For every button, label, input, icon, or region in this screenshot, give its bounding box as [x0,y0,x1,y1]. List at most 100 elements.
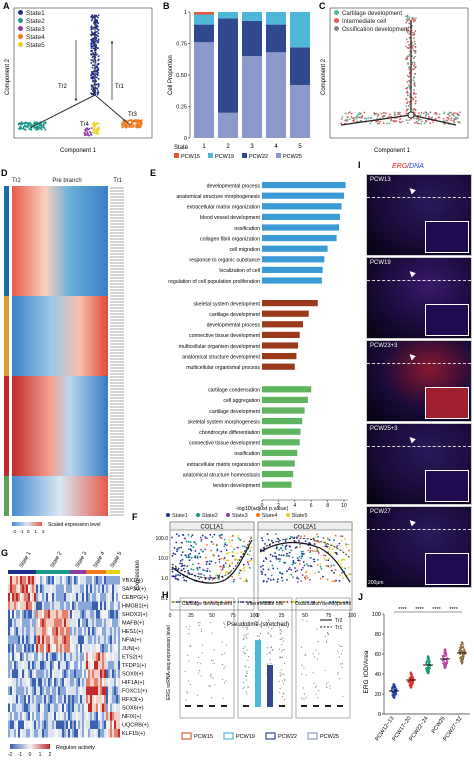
g-cell [68,661,70,670]
c-point [353,116,356,119]
f-point [187,540,190,543]
h-point [224,652,226,654]
g-cell [48,601,50,610]
g-cell [110,712,112,721]
g-cell [50,610,52,619]
g-cell [10,576,12,585]
g-cell [116,635,118,644]
f-point [220,550,223,553]
f-point [262,560,265,563]
g-cell [92,618,94,627]
j-point [391,694,394,697]
h-violin-plots: ERG scRNA-seq expression level Cartilage… [166,597,352,740]
g-cell [40,635,42,644]
f-point [297,534,300,537]
g-cell [96,627,98,636]
g-cell [42,686,44,695]
g-cell [8,652,10,661]
g-cell [82,729,84,738]
a-point [97,55,100,58]
g-cell [84,618,86,627]
c-point [414,55,416,58]
g-cell [30,703,32,712]
j-point [425,670,428,673]
f-point [214,561,217,564]
g-cell [104,652,106,661]
f-point [280,576,283,579]
g-cell [34,661,36,670]
g-cell [94,584,96,593]
f-point [340,539,343,542]
g-cell [116,627,118,636]
h-point [283,698,285,701]
g-cell [34,576,36,585]
g-cell [118,576,120,585]
panel-j-label: J [358,592,364,602]
g-cell [14,669,16,678]
c-point [388,113,391,116]
arrowhead-icon: ▲ [404,349,420,364]
g-cell [36,584,38,593]
g-cell [38,720,40,729]
j-point [445,654,448,657]
h-point [255,621,257,623]
g-cell [10,703,12,712]
h-point [284,680,286,682]
g-cell [30,627,32,636]
panel-b: B Cell Proportion State 0 0.25 0.50 0.75 1 1 2… [160,0,314,165]
g-cell [44,652,46,661]
h-point [341,663,343,665]
f-point [327,565,330,568]
a-point [95,22,97,24]
c-point [459,111,462,114]
h-point [196,694,199,696]
b-ytick-label: 0.50 [176,73,187,79]
f-point [224,542,227,544]
g-cell [58,635,60,644]
g-state-label: State 2 [50,551,64,569]
g-cell [100,635,102,644]
f-point [243,566,246,569]
a-point [88,128,91,130]
g-cell [48,652,50,661]
f-point [310,601,313,603]
panel-d: D Tr2 Pre branch Tr1 Scaled expression l… [0,168,140,540]
g-cell [92,644,94,653]
f-point [339,535,342,537]
g-scale-label: Regulon activity [56,745,95,751]
g-cell [18,576,20,585]
f-xtick-label: 25 [279,613,285,619]
g-cell [42,635,44,644]
f-point [249,601,252,603]
g-cell [74,720,76,729]
g-cell [40,712,42,721]
g-cell [80,652,82,661]
g-cell [102,652,104,661]
a-point [23,125,26,128]
e-term-label: ossification [234,226,260,232]
f-point [183,601,186,603]
a-point [90,84,93,87]
h-violin [267,665,273,707]
g-cell [36,729,38,738]
g-cell [64,712,66,721]
g-regulon-label: SAP30(+) [122,587,146,593]
g-cell [100,712,102,721]
f-point [225,559,228,562]
j-sig-label: **** [415,607,424,613]
h-point [247,633,249,635]
h-point [221,641,223,643]
i-row-label: PCW13 [370,177,391,183]
g-cell [82,601,84,610]
g-cell [110,584,112,593]
j-point [444,661,447,664]
g-cell [102,576,104,585]
g-cell [104,712,106,721]
h-point [247,659,249,661]
g-cell [12,703,14,712]
g-cell [118,601,120,610]
g-cell [90,695,92,704]
e-term-label: skeletal system morphogenesis [188,419,261,425]
g-cell [10,610,12,619]
g-cell [52,576,54,585]
